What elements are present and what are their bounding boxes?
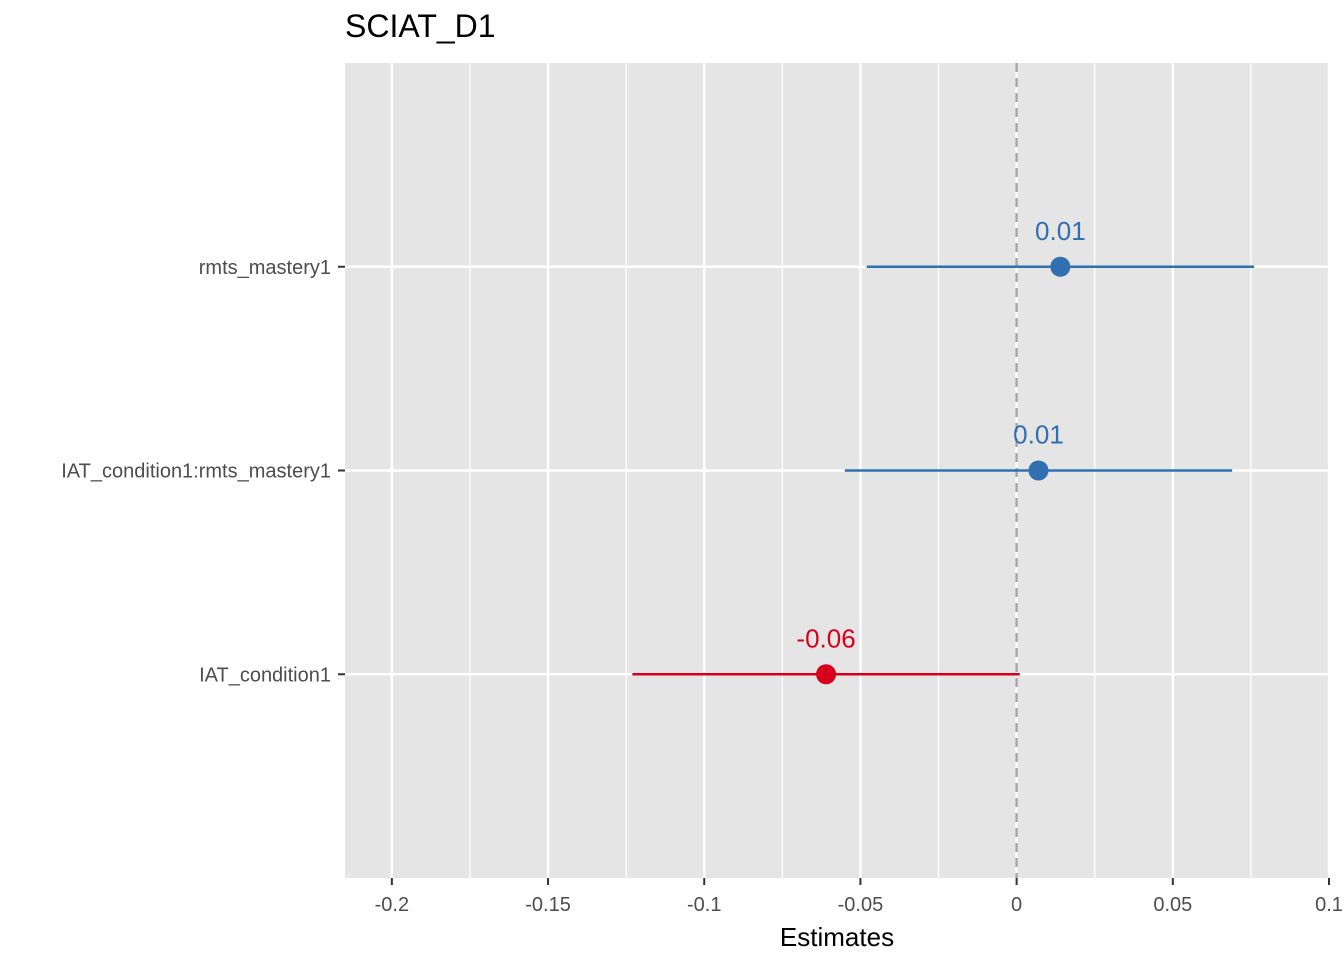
x-tick-label: -0.05 (838, 894, 884, 916)
estimate-point (1028, 460, 1049, 481)
axes: -0.2 -0.15 -0.1 -0.05 0 0.05 0.1 rmts_mastery1 I… (61, 257, 1343, 916)
x-tick-label: -0.2 (375, 894, 409, 916)
chart-title: SCIAT_D1 (345, 8, 496, 44)
x-tick-label: 0.1 (1315, 894, 1343, 916)
data-label: 0.01 (1013, 420, 1064, 450)
data-label: -0.06 (796, 623, 855, 653)
estimate-point (1050, 256, 1071, 277)
x-axis-title: Estimates (780, 922, 894, 952)
y-tick-label: IAT_condition1 (199, 664, 331, 686)
y-tick-label: rmts_mastery1 (199, 257, 331, 279)
data-label: 0.01 (1035, 216, 1086, 246)
x-tick-label: -0.15 (525, 894, 571, 916)
x-tick-label: 0.05 (1153, 894, 1192, 916)
estimate-point (816, 664, 837, 685)
y-tick-label: IAT_condition1:rmts_mastery1 (61, 461, 331, 483)
x-tick-label: -0.1 (687, 894, 721, 916)
x-tick-label: 0 (1011, 894, 1022, 916)
estimate-marks: 0.01 0.01 -0.06 (632, 216, 1255, 685)
